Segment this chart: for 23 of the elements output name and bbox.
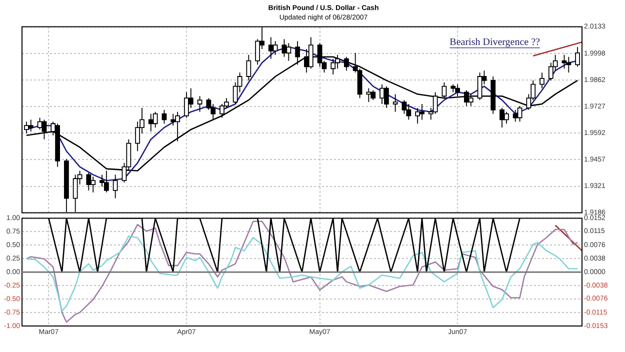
candlestick: [392, 94, 398, 112]
candlestick: [415, 107, 420, 124]
candlestick: [246, 54, 252, 81]
candlestick: [566, 56, 572, 74]
candlestick: [86, 172, 92, 191]
candlestick: [468, 94, 474, 106]
candlestick: [162, 109, 167, 124]
candlestick: [37, 117, 42, 130]
candlestick: [517, 106, 522, 122]
candlestick: [286, 42, 292, 62]
candlestick: [540, 72, 544, 89]
candlestick: [152, 111, 158, 128]
candlestick: [477, 72, 482, 101]
candlestick: [42, 119, 47, 140]
candlestick: [406, 104, 412, 120]
candlestick: [197, 96, 202, 112]
candlestick: [442, 82, 447, 99]
candlestick: [504, 111, 509, 124]
candlestick: [28, 119, 34, 132]
candlestick: [272, 40, 278, 56]
candlestick: [112, 174, 118, 199]
candlestick: [384, 86, 389, 108]
annotation: Bearish Divergence ??: [450, 36, 541, 48]
